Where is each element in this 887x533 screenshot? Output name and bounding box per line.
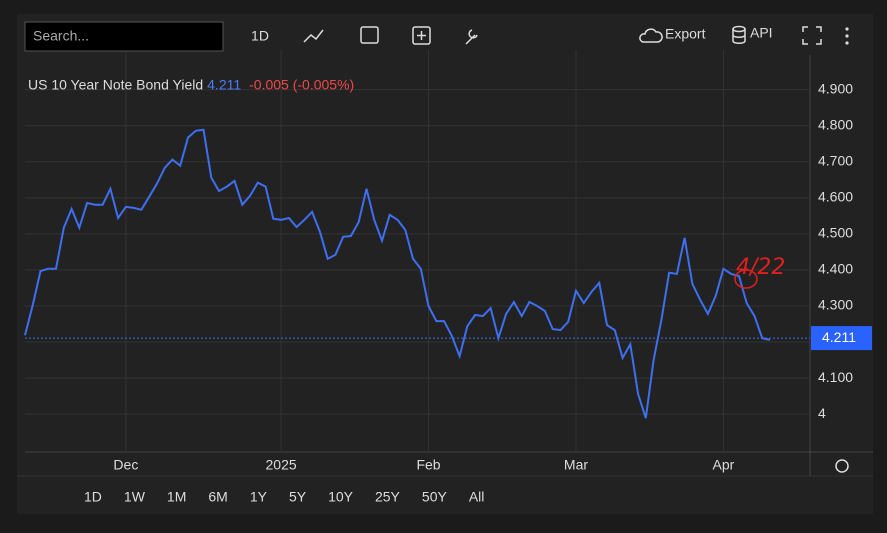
range-button[interactable]: 1W (124, 489, 146, 505)
range-button[interactable]: 5Y (289, 489, 307, 505)
range-button[interactable]: 6M (208, 489, 227, 505)
y-tick-label: 4.800 (818, 116, 853, 132)
chart-title: US 10 Year Note Bond Yield (28, 77, 203, 93)
range-button[interactable]: 1Y (250, 489, 268, 505)
x-tick-label: Feb (416, 457, 440, 473)
range-button[interactable]: 1D (84, 489, 102, 505)
api-button[interactable]: API (750, 25, 773, 41)
api-icon-body (732, 29, 746, 44)
range-button[interactable]: 10Y (328, 489, 354, 505)
y-tick-label: 4.700 (818, 152, 853, 168)
y-tick-label: 4.100 (818, 369, 853, 385)
last-value-badge (811, 326, 872, 351)
x-tick-label: Dec (113, 457, 138, 473)
axis-settings-icon[interactable] (835, 459, 849, 473)
search-placeholder[interactable]: Search... (33, 28, 89, 44)
y-tick-label: 4.900 (818, 80, 853, 96)
add-icon-plus (417, 31, 426, 40)
y-tick-label: 4.300 (818, 297, 853, 313)
interval-button[interactable]: 1D (251, 28, 269, 44)
x-tick-label: Mar (564, 457, 588, 473)
plot: 44.1004.2004.3004.4004.5004.6004.7004.80… (24, 50, 872, 473)
search-box[interactable] (24, 21, 224, 52)
range-buttons: 1D 1W 1M 6M 1Y 5Y 10Y 25Y 50Y All (84, 489, 484, 505)
y-tick-label: 4 (818, 405, 826, 421)
export-button[interactable]: Export (665, 26, 706, 42)
menu-icon[interactable] (845, 27, 849, 45)
price-line (24, 128, 771, 419)
y-tick-label: 4.600 (818, 189, 853, 205)
y-tick-label: 4.400 (818, 261, 853, 277)
x-tick-label: 2025 (266, 457, 297, 473)
last-value: 4.211 (207, 77, 241, 93)
last-value-badge-label: 4.211 (822, 329, 856, 345)
y-tick-label: 4.500 (818, 225, 853, 241)
calendar-icon[interactable] (360, 26, 379, 44)
annotation: 4/22 (736, 255, 785, 280)
panel (17, 14, 873, 514)
range-button[interactable]: 25Y (375, 489, 401, 505)
range-button[interactable]: 1M (167, 489, 186, 505)
annotation-circle (734, 269, 758, 289)
range-button[interactable]: All (469, 489, 485, 505)
export-icon[interactable] (639, 28, 663, 43)
range-button[interactable]: 50Y (422, 489, 448, 505)
add-icon[interactable] (412, 26, 431, 45)
fullscreen-icon[interactable] (802, 26, 822, 45)
chart-type-icon[interactable] (303, 29, 324, 43)
x-tick-label: Apr (713, 457, 735, 473)
settings-icon[interactable] (465, 29, 478, 45)
change: -0.005 (-0.005%) (249, 77, 354, 93)
